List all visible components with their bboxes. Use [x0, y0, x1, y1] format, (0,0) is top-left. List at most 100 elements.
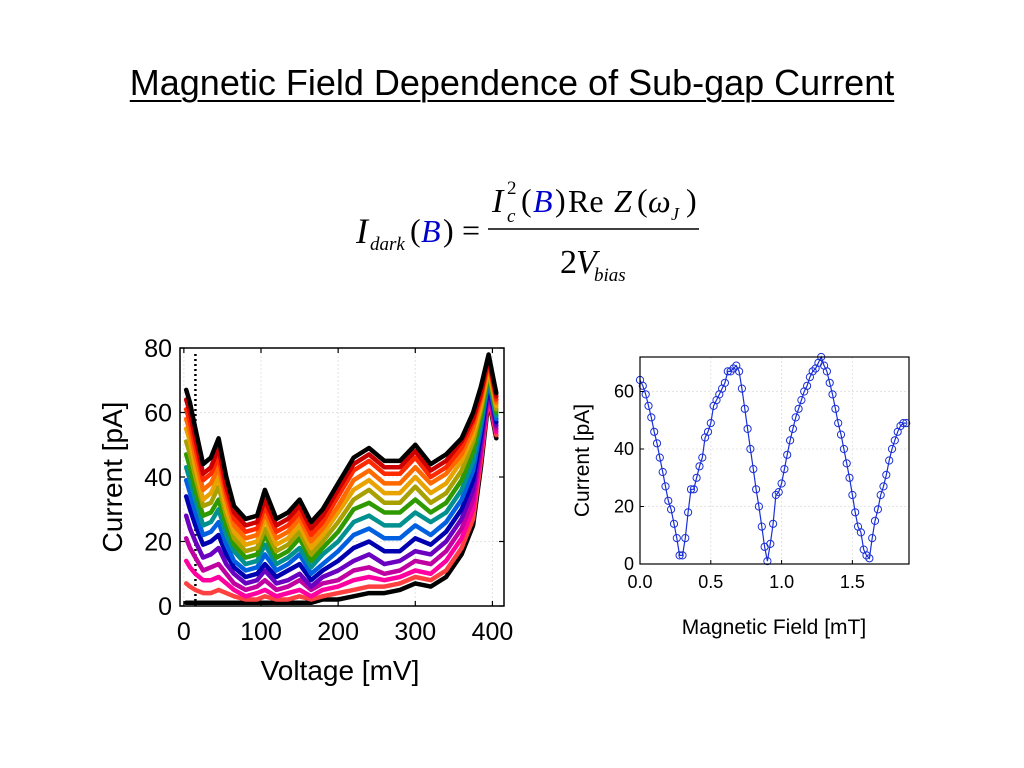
- data-point: [831, 404, 840, 413]
- data-point: [678, 551, 687, 560]
- data-point: [839, 444, 849, 454]
- data-point: [726, 367, 735, 376]
- data-point: [681, 534, 690, 543]
- data-point: [887, 444, 897, 454]
- series-line-1: [183, 355, 499, 531]
- data-point: [667, 505, 676, 514]
- data-point: [664, 496, 673, 505]
- data-point: [797, 396, 806, 405]
- x-tick-label: 0.0: [627, 572, 652, 592]
- data-point: [641, 390, 650, 399]
- data-point: [825, 378, 834, 387]
- data-point: [740, 404, 749, 413]
- y-tick-label: 0: [158, 593, 172, 621]
- data-point: [647, 413, 656, 422]
- data-point: [890, 436, 899, 445]
- data-point: [862, 551, 871, 560]
- formula-num-close-paren-2: ): [686, 182, 697, 218]
- data-point: [865, 554, 874, 563]
- voltage-current-chart: 0 100 200 300 400 0 20 40 60 80 Voltage [mV] Curren…: [97, 335, 514, 686]
- y-tick-label: 20: [614, 497, 634, 517]
- series-line-10: [183, 384, 499, 589]
- data-point: [828, 390, 837, 399]
- data-point: [848, 490, 857, 500]
- y-tick-label: 80: [144, 335, 172, 363]
- formula-num-omega-subscript: J: [671, 204, 680, 224]
- field-current-chart: 0.0 0.5 1.0 1.5 0 20 40 60 Magnetic Field [mT] Cu…: [571, 352, 911, 639]
- series-line-13: [183, 394, 499, 602]
- data-point: [749, 465, 758, 474]
- series-line-6: [183, 371, 499, 564]
- y-tick-label: 40: [614, 439, 634, 459]
- data-point: [720, 378, 730, 387]
- field-series-line: [639, 355, 907, 562]
- formula-num-open-paren-2: (: [637, 182, 648, 218]
- formula-equals: =: [462, 212, 480, 248]
- x-axis-label: Magnetic Field [mT]: [682, 616, 866, 639]
- formula-lhs-open-paren: (: [410, 212, 421, 248]
- data-point: [698, 453, 707, 462]
- data-point: [766, 539, 775, 549]
- data-point: [788, 424, 798, 433]
- data-point: [638, 381, 647, 390]
- data-point: [655, 453, 664, 462]
- data-point: [757, 522, 766, 531]
- data-point: [777, 479, 786, 488]
- data-point: [644, 401, 653, 410]
- series-line-11: [183, 387, 499, 593]
- data-point: [703, 427, 713, 436]
- series-line-14: [183, 397, 499, 606]
- data-point: [706, 419, 715, 428]
- formula-lhs-symbol: I: [355, 211, 370, 251]
- data-point: [771, 490, 781, 500]
- data-point: [873, 505, 883, 514]
- data-point: [783, 450, 792, 459]
- data-point: [652, 439, 662, 448]
- data-point: [735, 367, 744, 376]
- data-point: [752, 485, 761, 494]
- data-point: [695, 462, 704, 471]
- data-point: [882, 470, 891, 479]
- series-line-4: [183, 365, 499, 551]
- y-axis-label: Current [pA]: [97, 402, 128, 553]
- dark-current-formula: I dark ( B ) = I 2 c ( B ) Re Z ( ω J ) …: [355, 178, 699, 286]
- data-point: [661, 482, 670, 491]
- data-point: [856, 528, 866, 537]
- formula-num-open-paren: (: [521, 182, 532, 218]
- series-line-5: [183, 368, 499, 557]
- y-tick-label: 60: [614, 382, 634, 402]
- data-point: [650, 427, 659, 436]
- data-point: [669, 519, 679, 528]
- slide-title: Magnetic Field Dependence of Sub-gap Cur…: [129, 62, 895, 103]
- data-point: [803, 381, 812, 390]
- data-point: [746, 444, 755, 454]
- data-point: [868, 534, 877, 543]
- series-line-2: [183, 358, 499, 538]
- formula-num-re: Re: [568, 183, 604, 219]
- data-point: [870, 516, 880, 526]
- series-line-3: [183, 361, 499, 544]
- series-line-0: [183, 352, 499, 525]
- x-axis-label: Voltage [mV]: [261, 655, 420, 686]
- y-tick-label: 0: [624, 554, 634, 574]
- formula-num-argument: B: [533, 183, 553, 219]
- x-tick-label: 200: [317, 618, 359, 646]
- data-point: [684, 508, 693, 517]
- x-tick-label: 1.0: [769, 572, 794, 592]
- data-point: [876, 490, 885, 500]
- data-point: [822, 367, 832, 376]
- x-tick-label: 400: [472, 618, 514, 646]
- data-point: [672, 534, 681, 543]
- data-point: [794, 404, 803, 413]
- data-point: [845, 473, 854, 482]
- formula-lhs-close-paren: ): [443, 212, 454, 248]
- y-tick-label: 20: [144, 529, 172, 557]
- plot-frame: [639, 356, 910, 565]
- x-tick-label: 1.5: [840, 572, 865, 592]
- x-tick-label: 0.5: [698, 572, 723, 592]
- x-tick-label: 300: [394, 618, 436, 646]
- formula-num-subscript: c: [507, 206, 516, 227]
- data-point: [851, 508, 860, 517]
- data-point: [885, 456, 894, 465]
- y-tick-label: 40: [144, 464, 172, 492]
